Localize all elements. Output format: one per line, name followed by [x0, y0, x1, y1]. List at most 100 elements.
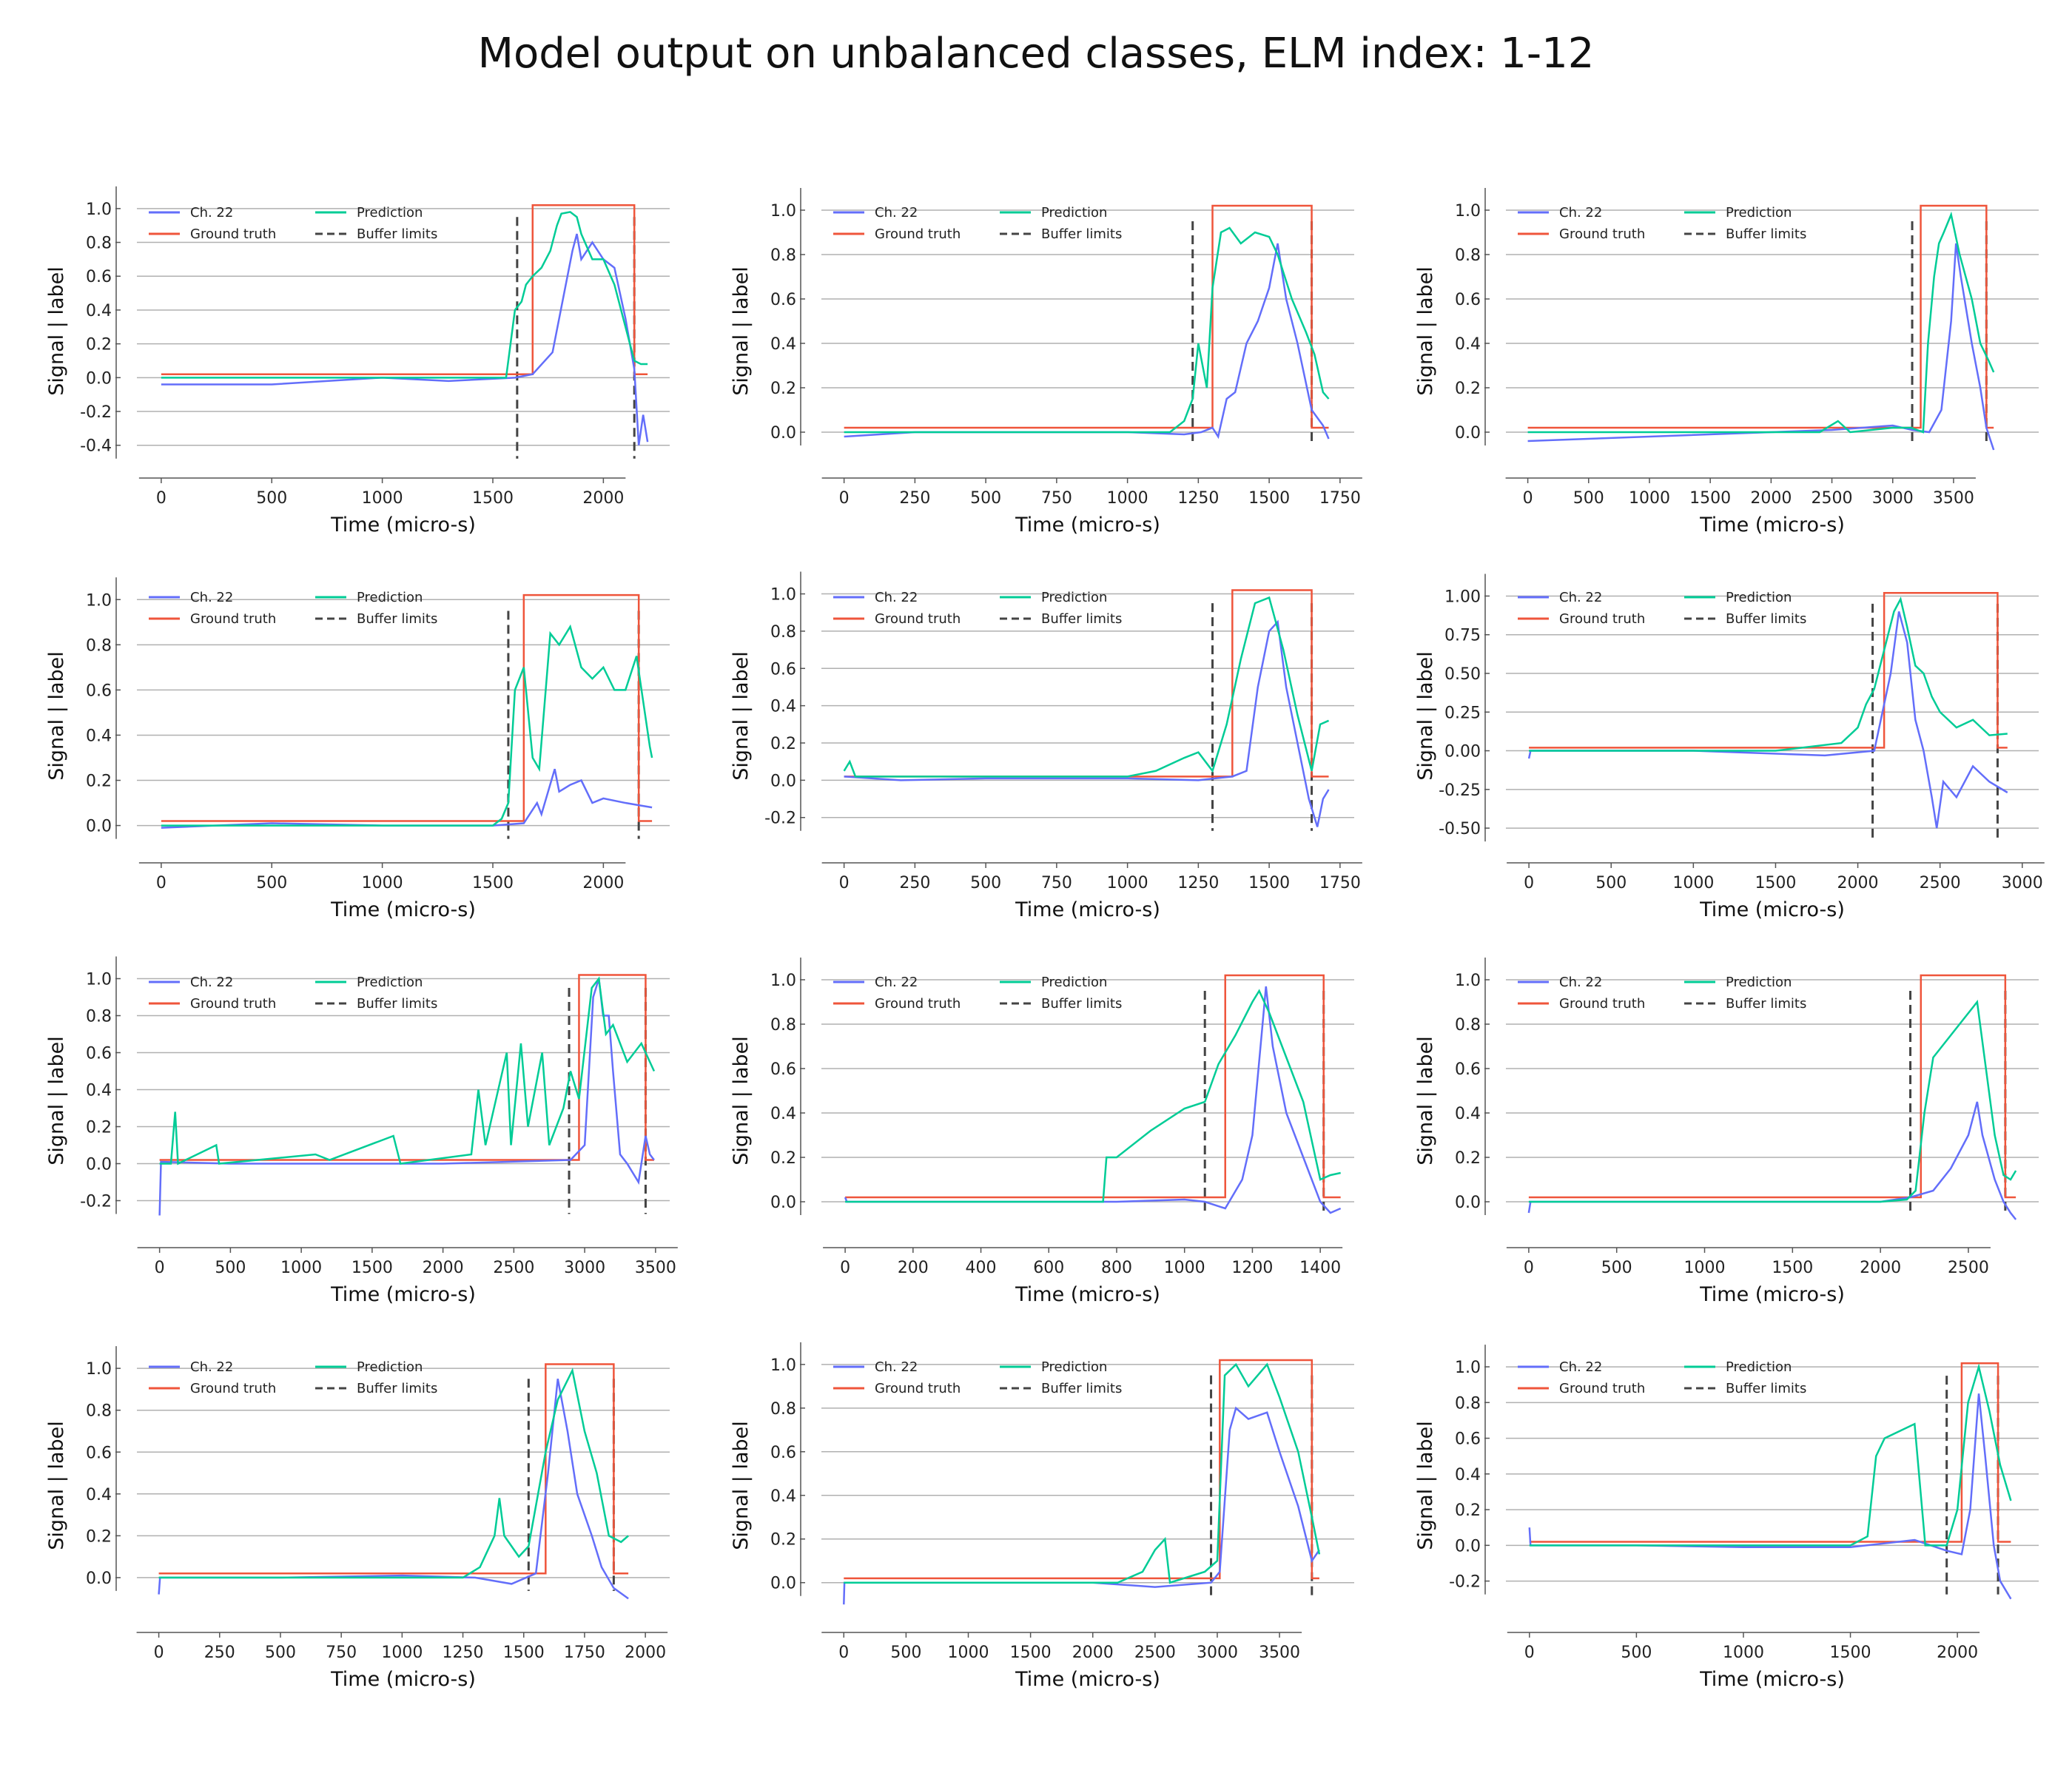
x-axis-label: Time (micro-s) [330, 898, 476, 921]
y-tick-label: -0.2 [764, 810, 796, 828]
ground-truth-line [844, 589, 1329, 778]
subplot-7: -0.2 0.0 0.2 0.4 0.6 0.8 1.0 0 500 1000 1500 2000 25… [45, 956, 678, 1306]
x-tick-label: 1000 [1684, 1259, 1726, 1277]
legend-label: Buffer limits [1726, 226, 1806, 242]
signal-line [161, 768, 653, 829]
x-tick-label: 500 [1621, 1644, 1652, 1662]
subplot-11: 0.0 0.2 0.4 0.6 0.8 1.0 0 500 1000 1500 2000 2500 30… [730, 1342, 1354, 1691]
subplot-6: -0.50 -0.25 0.00 0.25 0.50 0.75 1.00 0 500 1000 15… [1414, 574, 2045, 921]
x-tick-label: 0 [1524, 1644, 1535, 1662]
ground-truth-line [159, 974, 654, 1161]
y-tick-label: 0.4 [770, 1487, 796, 1506]
x-tick-label: 1500 [472, 874, 514, 892]
y-tick-label: 0.2 [86, 336, 112, 354]
signal-line [844, 243, 1330, 440]
x-tick-label: 0 [154, 1644, 164, 1662]
legend-label: Ch. 22 [190, 205, 233, 221]
x-axis-label: Time (micro-s) [330, 1283, 476, 1306]
signal-line [844, 619, 1330, 827]
legend-label: Ground truth [190, 226, 276, 242]
x-tick-label: 250 [204, 1644, 235, 1662]
y-axis-label: Signal | label [1414, 1421, 1437, 1550]
y-tick-label: 1.0 [770, 586, 796, 605]
y-tick-label: 0.0 [1455, 1537, 1481, 1555]
legend: Ch. 22 Prediction Ground truth Buffer limit… [149, 1359, 437, 1396]
x-tick-label: 2000 [625, 1644, 666, 1662]
x-tick-label: 1000 [280, 1259, 322, 1277]
y-tick-label: 0.2 [1455, 380, 1481, 398]
prediction-line [843, 596, 1330, 778]
legend-label: Prediction [1726, 590, 1792, 605]
y-axis-label: Signal | label [45, 651, 68, 781]
x-tick-label: 1500 [352, 1259, 393, 1277]
prediction-line [158, 1368, 629, 1579]
y-tick-label: 0.25 [1444, 704, 1481, 722]
legend-label: Buffer limits [1041, 226, 1122, 242]
subplot-3: 0.0 0.2 0.4 0.6 0.8 1.0 0 500 1000 1500 2000 2500 30… [1414, 188, 2039, 536]
x-tick-label: 500 [265, 1644, 296, 1662]
x-tick-label: 2500 [1134, 1644, 1176, 1662]
y-axis-label: Signal | label [730, 1421, 753, 1550]
y-tick-label: 0.4 [770, 335, 796, 354]
y-axis-label: Signal | label [1414, 651, 1437, 781]
x-tick-label: 2000 [423, 1259, 464, 1277]
subplot-10: 0.0 0.2 0.4 0.6 0.8 1.0 0 250 500 750 1000 1250 1500… [45, 1346, 670, 1691]
y-tick-label: 0.4 [86, 302, 112, 320]
x-tick-label: 3000 [1872, 489, 1914, 508]
x-tick-label: 1000 [362, 489, 403, 508]
x-tick-label: 750 [1041, 489, 1072, 508]
x-axis-label: Time (micro-s) [330, 514, 476, 536]
y-tick-label: 0.0 [1455, 1194, 1481, 1212]
legend-label: Ch. 22 [190, 1359, 233, 1375]
legend-label: Buffer limits [357, 226, 437, 242]
y-tick-label: 1.00 [1444, 588, 1481, 606]
y-tick-label: -0.25 [1439, 781, 1481, 800]
y-tick-label: 0.2 [1455, 1501, 1481, 1520]
ground-truth-line [1529, 592, 2008, 749]
y-tick-label: 1.0 [1455, 1359, 1481, 1377]
legend-label: Buffer limits [1041, 1381, 1122, 1396]
prediction-line [845, 989, 1341, 1203]
legend: Ch. 22 Prediction Ground truth Buffer limit… [1518, 975, 1806, 1012]
legend-label: Ch. 22 [1559, 205, 1602, 221]
ground-truth-line [1528, 974, 2016, 1199]
x-axis-label: Time (micro-s) [1015, 1668, 1160, 1691]
y-tick-label: 0.6 [86, 1444, 112, 1462]
y-tick-label: 0.8 [770, 1016, 796, 1035]
legend-label: Prediction [1041, 205, 1107, 221]
y-tick-label: 0.0 [770, 772, 796, 790]
x-tick-label: 1000 [1672, 874, 1714, 892]
legend: Ch. 22 Prediction Ground truth Buffer limit… [833, 205, 1122, 242]
x-tick-label: 500 [256, 489, 287, 508]
y-tick-label: 0.4 [770, 698, 796, 716]
legend: Ch. 22 Prediction Ground truth Buffer limit… [149, 590, 437, 627]
x-tick-label: 400 [966, 1259, 997, 1277]
legend-label: Ground truth [875, 611, 961, 627]
x-tick-label: 2500 [1812, 489, 1853, 508]
legend: Ch. 22 Prediction Ground truth Buffer limit… [833, 590, 1122, 627]
y-tick-label: 0.2 [86, 1119, 112, 1137]
y-tick-label: 0.6 [770, 291, 796, 309]
y-tick-label: 0.8 [770, 623, 796, 642]
legend-label: Ground truth [875, 996, 961, 1012]
x-tick-label: 750 [1041, 874, 1072, 892]
y-axis-label: Signal | label [45, 1421, 68, 1550]
ground-truth-line [844, 204, 1329, 429]
x-tick-label: 1000 [1164, 1259, 1205, 1277]
x-tick-label: 1500 [1772, 1259, 1813, 1277]
y-tick-label: -0.50 [1439, 820, 1481, 838]
y-tick-label: 0.0 [86, 369, 112, 388]
subplot-9: 0.0 0.2 0.4 0.6 0.8 1.0 0 500 1000 1500 2000 2500 Ti… [1414, 958, 2039, 1306]
y-tick-label: 0.50 [1444, 665, 1481, 684]
x-axis-label: Time (micro-s) [1699, 1668, 1845, 1691]
y-axis-label: Signal | label [45, 266, 68, 396]
y-tick-label: 0.0 [86, 818, 112, 836]
x-tick-label: 500 [970, 489, 1001, 508]
y-tick-label: 0.2 [1455, 1149, 1481, 1168]
x-tick-label: 0 [840, 1259, 850, 1277]
y-tick-label: 1.0 [86, 971, 112, 989]
y-tick-label: 0.0 [770, 424, 796, 443]
y-tick-label: 0.8 [770, 246, 796, 265]
y-axis-label: Signal | label [45, 1036, 68, 1166]
x-tick-label: 2000 [1072, 1644, 1114, 1662]
